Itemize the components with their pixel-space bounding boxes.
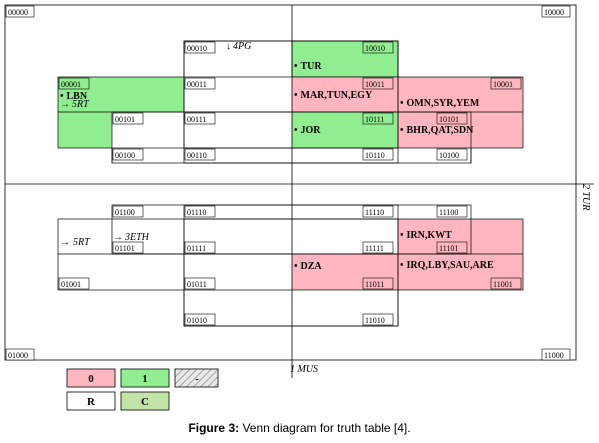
label-tur: • TUR bbox=[294, 61, 322, 72]
cell-code-10001: 10001 bbox=[493, 80, 513, 89]
outer-frame bbox=[4, 4, 577, 361]
legend: 0 1 - R C bbox=[66, 368, 219, 411]
cell-code-10101: 10101 bbox=[439, 115, 459, 124]
cell-code-10110: 10110 bbox=[365, 151, 385, 160]
label-mar: • MAR,TUN,EGY bbox=[294, 90, 373, 101]
cell-code-01001: 01001 bbox=[61, 280, 81, 289]
cell-code-01011: 01011 bbox=[187, 280, 207, 289]
cell-code-00011: 00011 bbox=[187, 80, 207, 89]
cell-code-00111: 00111 bbox=[187, 115, 206, 124]
label-irn: • IRN,KWT bbox=[400, 230, 452, 241]
caption-text: Venn diagram for truth table [4]. bbox=[239, 421, 411, 435]
label-dza: • DZA bbox=[294, 261, 322, 272]
cell-fill-00001 bbox=[58, 77, 184, 112]
corner-code-bl: 01000 bbox=[8, 351, 28, 360]
figure-caption: Figure 3: Venn diagram for truth table [… bbox=[0, 421, 599, 435]
cell-fill-10111 bbox=[292, 112, 398, 148]
legend-swatch-one bbox=[120, 368, 170, 388]
cell-code-01010: 01010 bbox=[187, 316, 207, 325]
legend-swatch-zero bbox=[66, 368, 116, 388]
cell-code-11010: 11010 bbox=[365, 316, 385, 325]
corner-code-tl: 00000 bbox=[8, 8, 28, 17]
cell-code-00010: 00010 bbox=[187, 44, 207, 53]
cell-code-10111: 10111 bbox=[365, 115, 384, 124]
cell-code-11100: 11100 bbox=[439, 208, 458, 217]
label-omn: • OMN,SYR,YEM bbox=[400, 98, 480, 109]
axis-label-left-mid-a: → 5RT bbox=[60, 237, 91, 248]
cell-code-00110: 00110 bbox=[187, 151, 207, 160]
cell-code-11011: 11011 bbox=[365, 280, 384, 289]
legend-dash: - bbox=[195, 373, 199, 385]
cell-code-01100: 01100 bbox=[115, 208, 135, 217]
cell-code-11001: 11001 bbox=[493, 280, 513, 289]
axis-label-right: 2 TUR bbox=[580, 184, 591, 210]
label-bhr: • BHR,QAT,SDN bbox=[400, 125, 474, 136]
cell-fill-11011 bbox=[292, 254, 398, 290]
cell-fill-10011 bbox=[292, 77, 398, 112]
axis-label-left-top: → 5RT bbox=[60, 99, 90, 110]
corner-code-tr: 10000 bbox=[544, 8, 564, 17]
label-irq: • IRQ,LBY,SAU,ARE bbox=[400, 260, 494, 271]
corner-code-br: 11000 bbox=[544, 351, 564, 360]
cell-code-11110: 11110 bbox=[365, 208, 384, 217]
cell-code-10010: 10010 bbox=[365, 44, 385, 53]
legend-c: C bbox=[141, 396, 149, 408]
label-jor: • JOR bbox=[294, 125, 321, 136]
label-lbn: • LBN bbox=[60, 91, 88, 102]
cell-code-00101: 00101 bbox=[115, 115, 135, 124]
cell-code-01110: 01110 bbox=[187, 208, 206, 217]
cell-code-10011: 10011 bbox=[365, 80, 385, 89]
axis-label-bottom: 1 MUS bbox=[290, 364, 318, 375]
cell-code-00100: 00100 bbox=[115, 151, 135, 160]
legend-r: R bbox=[87, 396, 96, 408]
legend-swatch-r bbox=[66, 391, 116, 411]
cell-code-00001: 00001 bbox=[61, 80, 81, 89]
axis-label-left-mid-b: → 3ETH bbox=[113, 232, 150, 243]
caption-figure: Figure 3: bbox=[188, 421, 240, 435]
cell-code-11111: 11111 bbox=[365, 244, 384, 253]
cell-fill-10010 bbox=[291, 40, 399, 78]
cell-code-11101: 11101 bbox=[439, 244, 458, 253]
axis-label-top: ↓ 4PG bbox=[226, 41, 251, 52]
legend-zero: 0 bbox=[88, 373, 94, 385]
cell-code-10100: 10100 bbox=[439, 151, 459, 160]
legend-swatch-c bbox=[120, 391, 170, 411]
cell-code-01101: 01101 bbox=[115, 244, 135, 253]
cell-fill-00101 bbox=[58, 112, 112, 148]
cell-code-01111: 01111 bbox=[187, 244, 206, 253]
legend-swatch-dash bbox=[174, 368, 219, 388]
legend-one: 1 bbox=[142, 373, 148, 385]
